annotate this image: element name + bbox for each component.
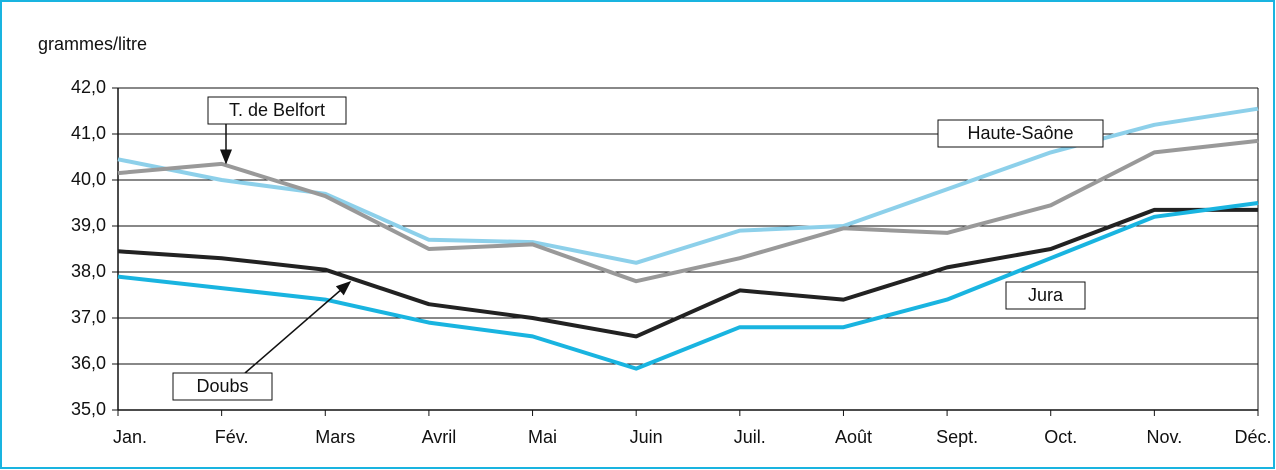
legend-box	[1005, 281, 1086, 310]
series-line	[117, 207, 1258, 339]
y-tick-label: 37,0	[71, 307, 106, 327]
y-axis-label: grammes/litre	[38, 34, 147, 54]
x-tick-label: Avril	[422, 427, 457, 447]
x-tick-label: Déc.	[1234, 427, 1271, 447]
series-line	[117, 138, 1259, 284]
x-tick-label: Fév.	[215, 427, 249, 447]
x-tick-label: Mai	[528, 427, 557, 447]
y-tick-label: 40,0	[71, 169, 106, 189]
x-tick-label: Juil.	[734, 427, 766, 447]
legend-label: Doubs	[196, 376, 248, 396]
legend-box	[937, 119, 1104, 148]
annotation-arrow	[244, 281, 352, 374]
legend-box	[207, 96, 347, 125]
y-tick-label: 36,0	[71, 353, 106, 373]
x-tick-label: Jan.	[113, 427, 147, 447]
legend-label: Jura	[1028, 285, 1064, 305]
y-tick-label: 41,0	[71, 123, 106, 143]
x-tick-label: Sept.	[936, 427, 978, 447]
y-tick-label: 38,0	[71, 261, 106, 281]
y-tick-label: 39,0	[71, 215, 106, 235]
series-line	[117, 201, 1259, 371]
legend-label: Haute-Saône	[967, 123, 1073, 143]
x-tick-label: Août	[835, 427, 872, 447]
y-tick-label: 35,0	[71, 399, 106, 419]
x-tick-label: Juin	[630, 427, 663, 447]
x-tick-label: Oct.	[1044, 427, 1077, 447]
legend-label: T. de Belfort	[229, 100, 325, 120]
x-tick-label: Nov.	[1147, 427, 1183, 447]
y-tick-label: 42,0	[71, 77, 106, 97]
x-tick-label: Mars	[315, 427, 355, 447]
legend-box	[172, 372, 273, 401]
